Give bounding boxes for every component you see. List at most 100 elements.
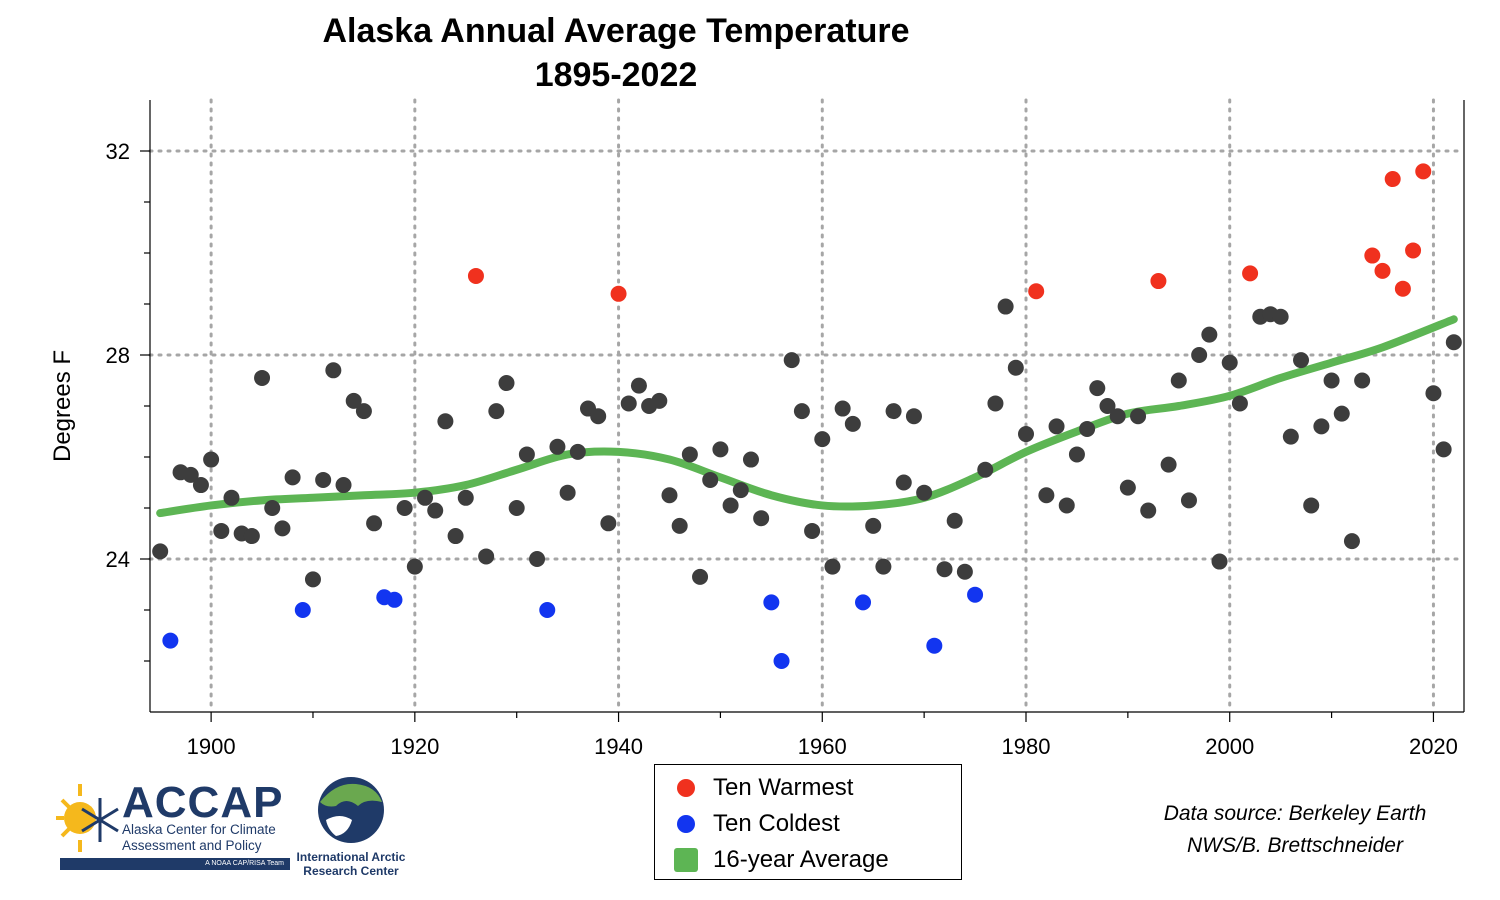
- x-tick-label-1920: 1920: [390, 734, 439, 759]
- point-2015: [1374, 262, 1391, 279]
- point-1992: [1140, 502, 1157, 519]
- iarc-line-2: Research Center: [303, 864, 399, 878]
- point-1930: [508, 500, 525, 516]
- point-1928: [488, 403, 505, 420]
- x-tick-label-1900: 1900: [187, 734, 236, 759]
- data-points: [152, 163, 1462, 669]
- point-1925: [457, 489, 474, 506]
- point-1942: [630, 377, 647, 394]
- point-1981: [1028, 283, 1045, 300]
- point-1951: [722, 497, 739, 514]
- point-2018: [1405, 242, 1422, 259]
- legend-cold-label: Ten Coldest: [713, 810, 840, 837]
- point-1984: [1058, 497, 1075, 514]
- point-1954: [753, 510, 770, 527]
- point-1946: [671, 517, 688, 534]
- point-2005: [1272, 308, 1289, 325]
- point-1959: [804, 522, 821, 539]
- point-1922: [427, 502, 444, 519]
- accap-wordmark: ACCAP: [122, 778, 284, 827]
- point-1920: [406, 558, 423, 575]
- point-1983: [1048, 418, 1065, 435]
- point-1935: [559, 484, 576, 501]
- point-1941: [620, 395, 637, 412]
- x-tick-label-1960: 1960: [798, 734, 847, 759]
- point-1963: [844, 415, 861, 432]
- point-1933: [539, 602, 556, 618]
- point-1916: [366, 515, 383, 532]
- point-1980: [1018, 426, 1034, 443]
- point-1901: [213, 522, 230, 539]
- point-2006: [1282, 428, 1299, 445]
- point-1993: [1150, 273, 1167, 290]
- point-1953: [742, 451, 759, 468]
- point-1911: [315, 471, 332, 488]
- point-1962: [834, 400, 851, 417]
- point-1947: [681, 446, 698, 463]
- point-1995: [1170, 372, 1187, 389]
- point-1979: [1007, 359, 1024, 376]
- point-2012: [1343, 533, 1360, 550]
- legend-warm-swatch: [677, 779, 695, 797]
- iarc-line-1: International Arctic: [296, 850, 406, 864]
- globe-icon: [318, 777, 384, 843]
- point-1955: [763, 594, 780, 611]
- point-1904: [243, 528, 260, 545]
- point-1975: [967, 586, 984, 603]
- point-1985: [1068, 446, 1085, 463]
- point-1996: [1180, 492, 1197, 509]
- point-1988: [1099, 398, 1116, 414]
- point-1931: [518, 446, 535, 463]
- y-tick-label-32: 32: [106, 139, 130, 164]
- point-1899: [192, 477, 209, 494]
- point-1898: [182, 466, 199, 483]
- point-1991: [1130, 408, 1147, 425]
- point-2009: [1313, 418, 1330, 435]
- point-2011: [1333, 405, 1350, 422]
- point-1977: [987, 395, 1004, 412]
- point-1905: [254, 369, 271, 386]
- y-tick-label-28: 28: [106, 343, 130, 368]
- point-1971: [926, 637, 943, 654]
- point-1944: [651, 392, 668, 409]
- point-1990: [1119, 479, 1136, 496]
- point-2019: [1415, 163, 1432, 180]
- legend-warm-label: Ten Warmest: [713, 774, 854, 801]
- point-2017: [1394, 280, 1411, 297]
- iarc-logo: International Arctic Research Center: [296, 772, 406, 882]
- point-1974: [956, 563, 973, 580]
- point-2008: [1303, 497, 1320, 514]
- point-1948: [692, 568, 709, 585]
- point-1914: [345, 392, 362, 409]
- sun-snowflake-icon: [56, 784, 119, 852]
- source-line-1: Data source: Berkeley Earth: [1163, 802, 1427, 825]
- y-tick-label-24: 24: [106, 547, 130, 572]
- chart-subtitle: 1895-2022: [534, 56, 698, 94]
- point-1950: [712, 441, 729, 458]
- point-1965: [865, 517, 882, 534]
- point-1913: [335, 477, 352, 494]
- point-1956: [773, 653, 790, 669]
- average-line: [156, 315, 1458, 518]
- average-line-group: [156, 315, 1458, 518]
- accap-line-2: Assessment and Policy: [122, 838, 262, 853]
- x-tick-label-2000: 2000: [1205, 734, 1254, 759]
- point-1972: [936, 561, 953, 578]
- legend: Ten Warmest Ten Coldest 16-year Average: [654, 764, 962, 880]
- point-1970: [916, 484, 933, 501]
- point-1934: [549, 438, 566, 455]
- point-1924: [447, 528, 464, 545]
- point-1938: [590, 408, 607, 425]
- point-1918: [386, 591, 403, 608]
- point-1949: [702, 471, 719, 488]
- legend-item-warm: Ten Warmest: [677, 773, 853, 803]
- y-axis-label: Degrees F: [49, 350, 76, 462]
- point-1908: [284, 469, 301, 486]
- point-1968: [895, 474, 912, 491]
- point-2001: [1231, 395, 1248, 412]
- point-2016: [1384, 171, 1401, 188]
- point-2021: [1435, 441, 1452, 458]
- point-1909: [294, 602, 311, 618]
- legend-cold-swatch: [677, 815, 695, 833]
- point-1926: [467, 267, 484, 284]
